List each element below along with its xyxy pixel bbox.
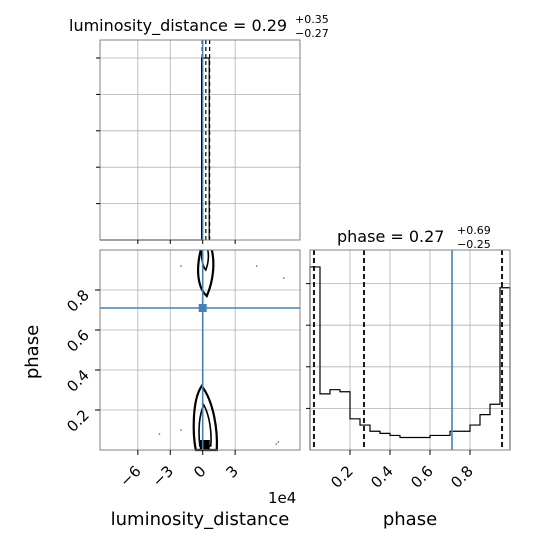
y-tick-label: 0.4: [63, 366, 93, 396]
sample-point: [180, 429, 182, 431]
phase-histogram-panel: phase = 0.27 +0.69 −0.25 0.2 0.4 0.6 0.8: [306, 224, 511, 492]
x-tick-label: 0.6: [407, 462, 437, 492]
x-tick-label: 3: [222, 462, 241, 481]
x-axis-label-luminosity-distance: luminosity_distance: [111, 509, 290, 530]
x-tick-label: −6: [116, 462, 144, 490]
sample-point: [282, 277, 285, 279]
sample-point: [180, 265, 182, 267]
x-tick-label: 0.2: [327, 462, 357, 492]
injection-marker: [198, 304, 207, 312]
phase-title-upper: +0.69: [457, 224, 491, 237]
x-axis-label-phase: phase: [383, 509, 437, 530]
x-tick-label: −3: [149, 462, 177, 490]
y-axis-label-phase: phase: [22, 325, 43, 379]
contour-upper-outer: [197, 249, 215, 298]
histogram-step: [100, 57, 210, 241]
y-tick-label: 0.6: [63, 326, 93, 356]
phase-title-lower: −0.25: [457, 238, 491, 251]
luminosity-distance-title-lower: −0.27: [295, 27, 329, 40]
axes-frame: [99, 249, 301, 451]
x-tick-label: 0.4: [367, 462, 397, 492]
sample-point: [275, 443, 278, 445]
contour-upper-inner: [200, 249, 210, 272]
y-tick-label: 0.2: [63, 406, 93, 436]
luminosity-distance-title-upper: +0.35: [295, 13, 329, 26]
luminosity-distance-title: luminosity_distance = 0.29: [69, 16, 287, 36]
contour-lower-mid: [198, 403, 212, 447]
axes-frame: [309, 249, 511, 451]
x-tick-label: 0: [190, 462, 209, 481]
luminosity-distance-histogram-panel: luminosity_distance = 0.29 +0.35 −0.27: [69, 13, 329, 244]
sample-point: [277, 441, 280, 443]
sample-point: [255, 265, 258, 267]
contour-lower-core: [199, 440, 210, 450]
joint-contour-panel: −6 −3 0 3 0.2 0.4 0.6 0.8: [63, 249, 301, 490]
x-offset-text: 1e4: [268, 489, 296, 507]
phase-title: phase = 0.27: [337, 227, 444, 246]
axes-frame: [99, 39, 301, 241]
x-tick-label: 0.8: [447, 462, 477, 492]
y-tick-label: 0.8: [63, 286, 93, 316]
sample-point: [158, 433, 161, 435]
histogram-step: [309, 266, 511, 450]
